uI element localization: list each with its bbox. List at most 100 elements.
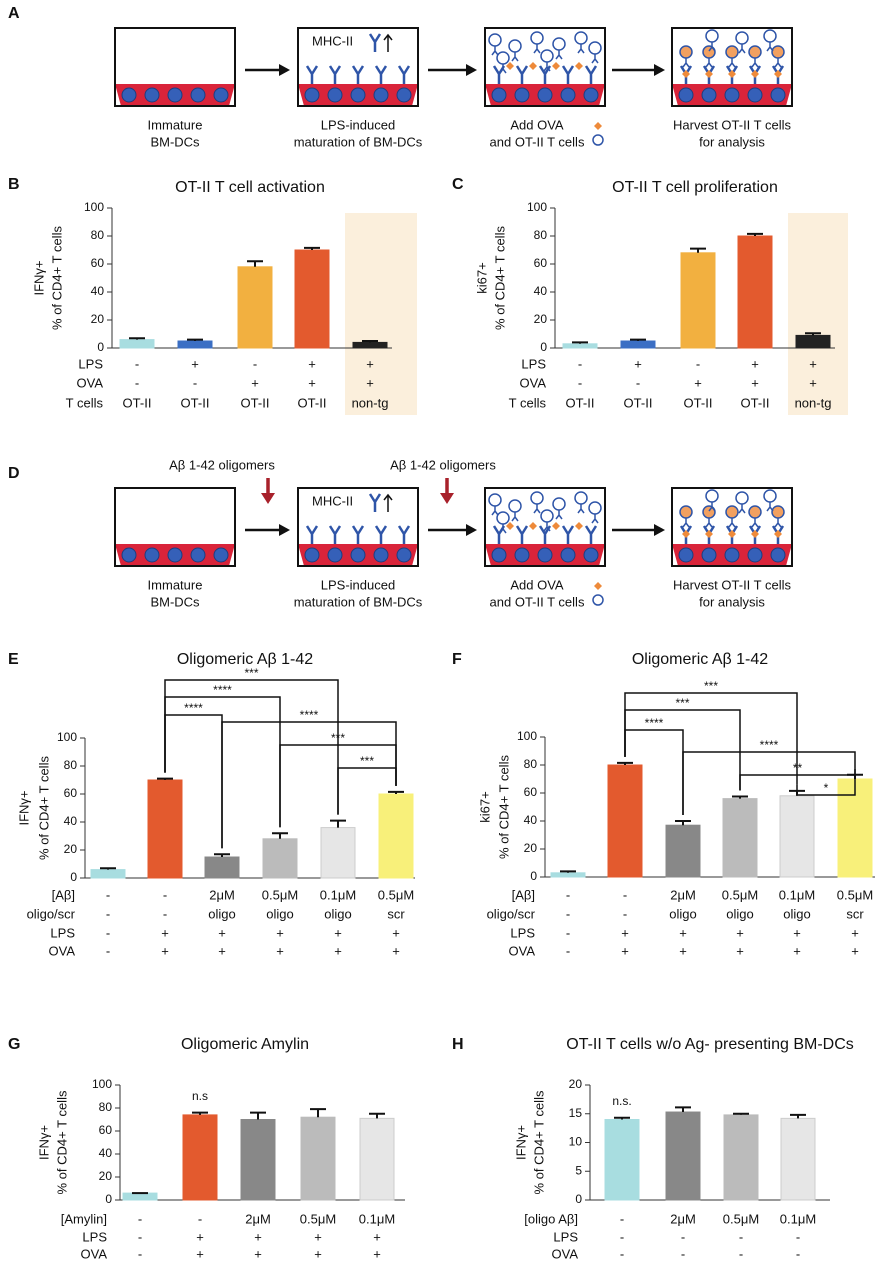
- t-cell: [508, 499, 522, 513]
- row-value: OT-II: [741, 395, 770, 410]
- y-tick-label: 40: [524, 813, 538, 827]
- row-value: +: [218, 943, 226, 958]
- row-value: -: [620, 1211, 624, 1226]
- mhc-receptor: [538, 525, 552, 544]
- dendritic-cell: [167, 547, 183, 563]
- y-axis-label: % of CD4+ T cells: [492, 226, 507, 330]
- row-value: -: [253, 356, 257, 371]
- bar: [204, 856, 240, 879]
- t-cell-receptor: [728, 58, 736, 68]
- dendritic-cell: [770, 547, 786, 563]
- row-value: -: [163, 887, 167, 902]
- y-tick-label: 80: [64, 758, 78, 772]
- row-label: OVA: [509, 943, 536, 958]
- y-axis-label: ki67+: [474, 262, 489, 293]
- arrow-head: [654, 64, 665, 76]
- row-value: +: [621, 943, 629, 958]
- t-cell: [705, 29, 719, 43]
- y-tick-label: 60: [91, 256, 105, 270]
- row-value: +: [736, 943, 744, 958]
- ova-antigen: [705, 530, 713, 538]
- dendritic-cell: [327, 87, 343, 103]
- bar: [665, 1111, 701, 1201]
- y-tick-label: 0: [97, 340, 104, 354]
- y-tick-label: 60: [524, 785, 538, 799]
- ova-antigen: [705, 70, 713, 78]
- row-value: -: [796, 1229, 800, 1244]
- error-bar: [572, 341, 588, 344]
- y-tick-label: 20: [534, 312, 548, 326]
- y-axis-label: % of CD4+ T cells: [36, 756, 51, 860]
- t-cell-receptor: [543, 522, 551, 532]
- t-cell-receptor: [491, 506, 499, 516]
- t-cell: [530, 491, 544, 505]
- row-label: OVA: [49, 943, 76, 958]
- row-value: -: [135, 375, 139, 390]
- bar: [119, 339, 155, 349]
- row-value: +: [308, 356, 316, 371]
- y-tick-label: 80: [99, 1100, 113, 1114]
- row-value: oligo: [208, 906, 235, 921]
- y-tick-label: 0: [70, 870, 77, 884]
- t-cell: [588, 41, 602, 55]
- y-axis-label: IFNγ+: [36, 1125, 51, 1160]
- bar: [665, 824, 701, 878]
- t-cell-receptor: [682, 518, 690, 528]
- mhc-receptor: [584, 65, 598, 84]
- row-value: +: [308, 375, 316, 390]
- mhc-receptor: [305, 65, 319, 84]
- t-cell-receptor: [511, 52, 519, 62]
- ova-antigen: [529, 522, 537, 530]
- mhc-receptor: [328, 525, 342, 544]
- bar: [240, 1119, 276, 1201]
- mhc-receptor: [584, 525, 598, 544]
- row-value: -: [106, 887, 110, 902]
- bar: [795, 334, 831, 349]
- mhc-receptor: [328, 65, 342, 84]
- significance-bracket: [796, 768, 856, 796]
- error-bar: [790, 1113, 806, 1119]
- dendritic-cell: [350, 547, 366, 563]
- row-value: -: [681, 1229, 685, 1244]
- t-cell-receptor: [491, 46, 499, 56]
- row-value: non-tg: [795, 395, 832, 410]
- row-value: 2μM: [209, 887, 235, 902]
- row-value: +: [251, 375, 259, 390]
- ova-antigen: [682, 70, 690, 78]
- row-value: -: [163, 906, 167, 921]
- row-value: -: [696, 356, 700, 371]
- y-tick-label: 40: [64, 814, 78, 828]
- row-label: LPS: [82, 1229, 107, 1244]
- dendritic-cell: [583, 547, 599, 563]
- step-caption: LPS-induced: [321, 117, 395, 132]
- bar: [182, 1114, 218, 1201]
- row-value: oligo: [669, 906, 696, 921]
- dendritic-cell: [724, 87, 740, 103]
- row-value: -: [566, 925, 570, 940]
- t-cell-receptor: [591, 54, 599, 64]
- t-cell-receptor: [555, 50, 563, 60]
- dendritic-cell: [701, 547, 717, 563]
- y-axis-label: ki67+: [477, 791, 492, 822]
- significance-stars: ****: [760, 738, 779, 752]
- row-value: scr: [387, 906, 405, 921]
- row-value: oligo: [324, 906, 351, 921]
- bar: [177, 340, 213, 349]
- t-cell: [574, 31, 588, 45]
- row-value: +: [191, 356, 199, 371]
- bar: [122, 1192, 158, 1201]
- y-tick-label: 80: [534, 228, 548, 242]
- dendritic-cell: [213, 547, 229, 563]
- y-tick-label: 100: [84, 200, 104, 214]
- row-label: [Amylin]: [61, 1211, 107, 1226]
- mhc-receptor: [561, 65, 575, 84]
- row-label: oligo/scr: [487, 906, 536, 921]
- well: [484, 27, 606, 107]
- row-value: oligo: [726, 906, 753, 921]
- panel-letter: F: [452, 651, 462, 668]
- bar: [550, 872, 586, 878]
- row-label: LPS: [553, 1229, 578, 1244]
- panel-letter: C: [452, 176, 464, 193]
- row-value: +: [314, 1229, 322, 1244]
- t-cell-receptor: [499, 524, 507, 534]
